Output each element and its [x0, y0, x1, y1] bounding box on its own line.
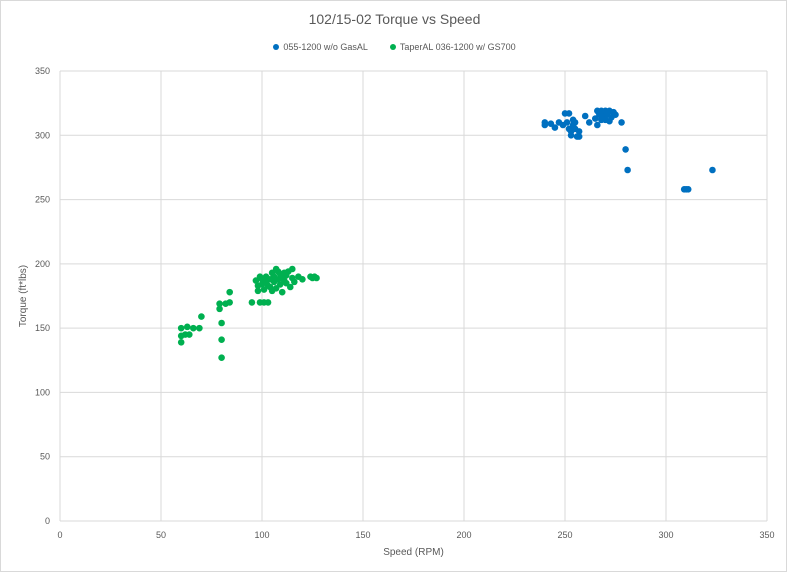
data-point-series-1-20 — [585, 119, 593, 126]
data-point-series-2-5 — [185, 331, 193, 338]
x-tick-label-1: 50 — [156, 530, 166, 540]
y-tick-label-0: 0 — [45, 516, 50, 526]
x-tick-label-5: 250 — [557, 530, 572, 540]
data-point-series-2-44 — [278, 288, 286, 296]
data-point-series-2-10 — [216, 305, 223, 313]
y-axis-title: Torque (ft*lbs) — [18, 265, 29, 327]
data-point-series-1-15 — [571, 119, 579, 126]
data-point-series-2-50 — [286, 283, 294, 291]
x-tick-label-4: 200 — [456, 530, 471, 540]
y-tick-label-1: 50 — [40, 452, 50, 462]
data-point-series-2-53 — [291, 278, 298, 286]
data-point-series-1-1 — [541, 121, 549, 129]
data-point-series-1-22 — [594, 121, 601, 129]
x-tick-label-6: 300 — [658, 530, 673, 540]
data-point-series-1-11 — [567, 131, 575, 139]
data-point-series-2-30 — [264, 299, 272, 306]
data-point-series-2-2 — [177, 338, 185, 346]
y-tick-label-2: 100 — [35, 387, 50, 397]
data-point-series-1-42 — [709, 166, 716, 174]
data-point-series-2-55 — [299, 275, 306, 283]
x-tick-label-0: 0 — [57, 530, 62, 540]
data-point-series-2-4 — [183, 323, 191, 331]
legend-label-series-2: TaperAL 036-1200 w/ GS700 — [399, 42, 516, 52]
y-tick-label-4: 200 — [35, 259, 50, 269]
data-point-series-2-6 — [190, 324, 197, 332]
legend-marker-series-1 — [273, 44, 280, 50]
y-tick-label-7: 350 — [35, 66, 50, 76]
data-point-series-1-17 — [575, 128, 583, 135]
data-point-series-2-9 — [216, 300, 223, 308]
data-point-series-1-35 — [612, 111, 619, 119]
data-point-series-2-8 — [198, 313, 205, 320]
legend-label-series-1: 055-1200 w/o GasAL — [283, 42, 368, 52]
data-point-series-2-51 — [289, 265, 296, 273]
y-tick-label-3: 150 — [35, 323, 50, 333]
data-point-series-2-13 — [218, 354, 225, 362]
y-tick-label-6: 300 — [35, 130, 50, 140]
x-tick-label-3: 150 — [355, 530, 370, 540]
data-point-series-1-7 — [565, 110, 573, 117]
legend-marker-series-2 — [389, 44, 396, 50]
data-point-series-2-0 — [177, 324, 185, 332]
data-point-series-1-38 — [624, 166, 631, 174]
data-point-series-1-41 — [684, 185, 692, 193]
x-axis-title: Speed (RPM) — [383, 547, 444, 558]
data-point-series-1-8 — [563, 119, 571, 126]
data-point-series-1-19 — [581, 112, 589, 120]
legend-item-series-1: 055-1200 w/o GasAL — [273, 42, 368, 52]
data-point-series-1-18 — [575, 133, 583, 140]
data-point-series-2-20 — [254, 287, 262, 295]
x-tick-label-7: 350 — [759, 530, 774, 540]
legend-item-series-2: TaperAL 036-1200 w/ GS700 — [389, 42, 516, 52]
data-point-series-2-15 — [226, 299, 233, 306]
y-tick-label-5: 250 — [35, 195, 50, 205]
x-tick-label-2: 100 — [254, 530, 269, 540]
data-point-series-1-37 — [622, 146, 629, 153]
data-point-series-1-3 — [551, 124, 559, 131]
legend: 055-1200 w/o GasAL TaperAL 036-1200 w/ G… — [1, 42, 787, 52]
data-point-series-2-11 — [218, 319, 225, 327]
chart-title: 102/15-02 Torque vs Speed — [308, 11, 481, 27]
data-point-series-2-16 — [226, 288, 233, 296]
data-point-series-2-12 — [218, 336, 225, 344]
data-point-series-2-59 — [313, 274, 320, 282]
data-point-series-2-7 — [196, 324, 203, 332]
data-point-series-2-17 — [248, 299, 256, 306]
data-point-series-1-36 — [618, 119, 625, 126]
